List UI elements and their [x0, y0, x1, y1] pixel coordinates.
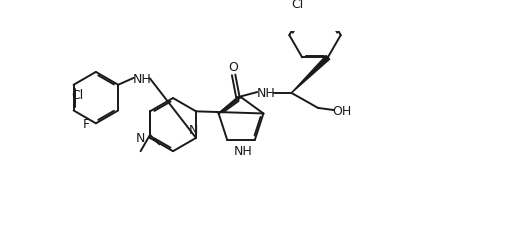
- Text: Cl: Cl: [71, 88, 83, 101]
- Text: NH: NH: [256, 87, 275, 100]
- Text: Cl: Cl: [292, 0, 304, 11]
- Text: O: O: [229, 61, 238, 74]
- Text: NH: NH: [132, 73, 151, 85]
- Text: OH: OH: [332, 104, 351, 117]
- Text: NH: NH: [234, 144, 253, 157]
- Text: N: N: [136, 131, 145, 144]
- Polygon shape: [292, 56, 330, 93]
- Text: N: N: [189, 123, 198, 136]
- Text: F: F: [83, 117, 90, 130]
